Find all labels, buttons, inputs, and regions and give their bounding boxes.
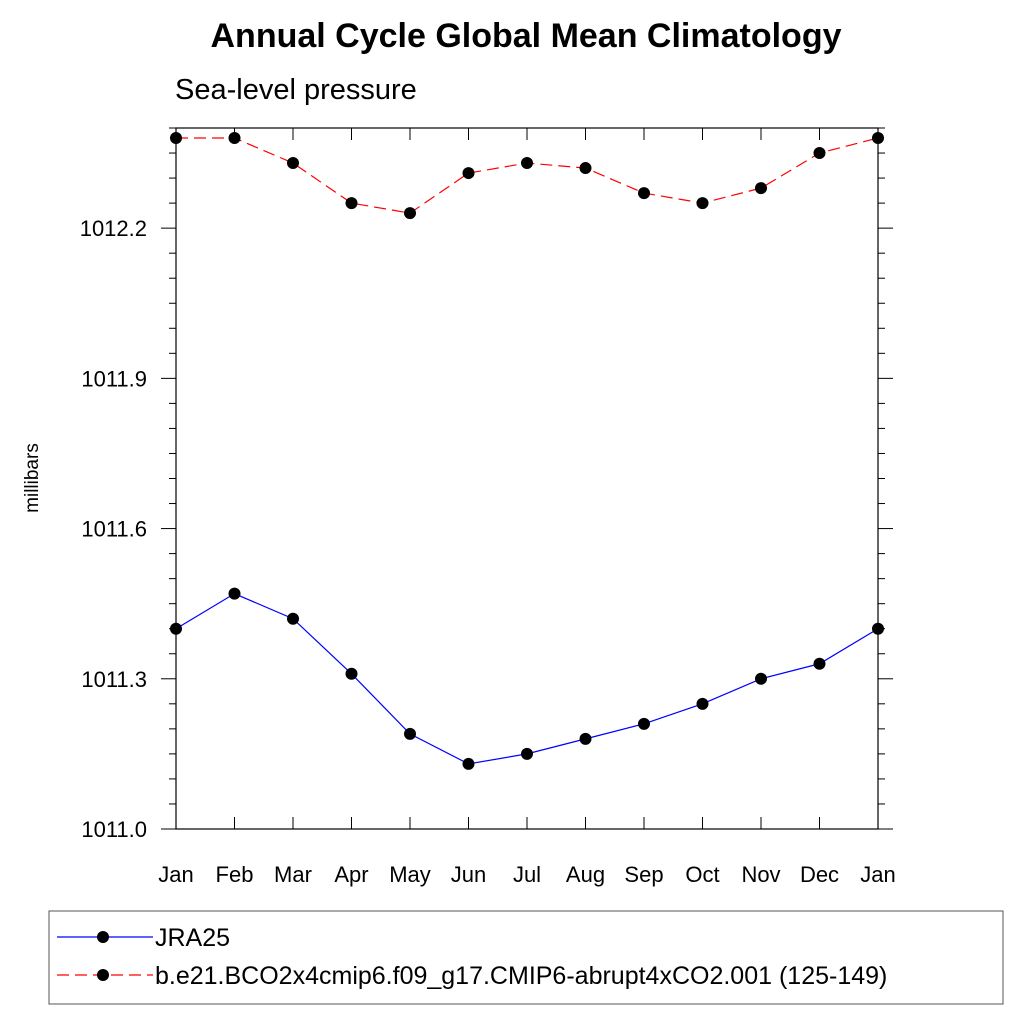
- data-point: [521, 747, 533, 760]
- data-point: [170, 132, 182, 145]
- data-point: [228, 132, 241, 145]
- data-point: [755, 182, 767, 195]
- y-tick-label: 1011.3: [81, 667, 147, 692]
- x-tick-label: Sep: [624, 862, 663, 887]
- data-point: [287, 157, 299, 170]
- data-point: [345, 197, 358, 210]
- data-point: [813, 147, 826, 160]
- legend-label: JRA25: [155, 924, 230, 952]
- y-tick-label: 1012.2: [80, 216, 147, 241]
- legend-marker: [97, 969, 109, 981]
- x-tick-label: Mar: [274, 862, 312, 887]
- chart-subtitle: Sea-level pressure: [175, 74, 417, 106]
- data-point: [579, 162, 592, 175]
- axis-ticks: [161, 127, 893, 830]
- legend: JRA25 b.e21.BCO2x4cmip6.f09_g17.CMIP6-abr…: [57, 924, 887, 990]
- legend-marker: [97, 931, 109, 943]
- x-tick-label: Aug: [566, 862, 605, 887]
- x-tick-label: Dec: [800, 862, 839, 887]
- data-point: [170, 622, 182, 635]
- y-tick-label: 1011.0: [81, 817, 147, 842]
- series-line: [176, 137, 879, 214]
- x-tick-label: Jan: [158, 862, 193, 887]
- data-point: [638, 187, 650, 200]
- chart-title: Annual Cycle Global Mean Climatology: [211, 17, 842, 55]
- y-tick-label: 1011.6: [81, 517, 147, 542]
- data-point: [813, 657, 826, 670]
- y-tick-label: 1011.9: [81, 366, 147, 391]
- legend-box: [48, 910, 1004, 1005]
- series-group: [170, 132, 884, 770]
- data-point: [696, 197, 709, 210]
- data-point: [872, 622, 884, 635]
- y-tick-labels: 1011.0 1011.3 1011.6 1011.9 1012.2: [80, 216, 147, 842]
- x-tick-label: Nov: [741, 862, 780, 887]
- data-point: [872, 132, 884, 145]
- data-point: [462, 167, 475, 180]
- data-point: [579, 732, 592, 745]
- data-point: [755, 672, 767, 685]
- x-tick-label: Jan: [860, 862, 895, 887]
- x-tick-label: Jun: [451, 862, 486, 887]
- plot-frame: [175, 127, 879, 830]
- data-point: [404, 727, 416, 740]
- x-tick-labels: Jan Feb Mar Apr May Jun Jul Aug Sep Oct Nov Dec Jan: [158, 862, 895, 887]
- data-point: [228, 587, 241, 600]
- data-point: [521, 157, 533, 170]
- data-point: [345, 667, 358, 680]
- data-point: [696, 697, 709, 710]
- series-line: [175, 592, 879, 765]
- data-point: [404, 207, 416, 220]
- x-tick-label: Jul: [513, 862, 541, 887]
- x-tick-label: May: [389, 862, 431, 887]
- y-axis-label: millibars: [22, 443, 43, 513]
- x-tick-label: Apr: [334, 862, 368, 887]
- x-tick-label: Feb: [216, 862, 254, 887]
- data-point: [638, 717, 650, 730]
- data-point: [287, 612, 299, 625]
- data-point: [462, 757, 475, 770]
- x-tick-label: Oct: [685, 862, 719, 887]
- legend-label: b.e21.BCO2x4cmip6.f09_g17.CMIP6-abrupt4x…: [155, 962, 887, 990]
